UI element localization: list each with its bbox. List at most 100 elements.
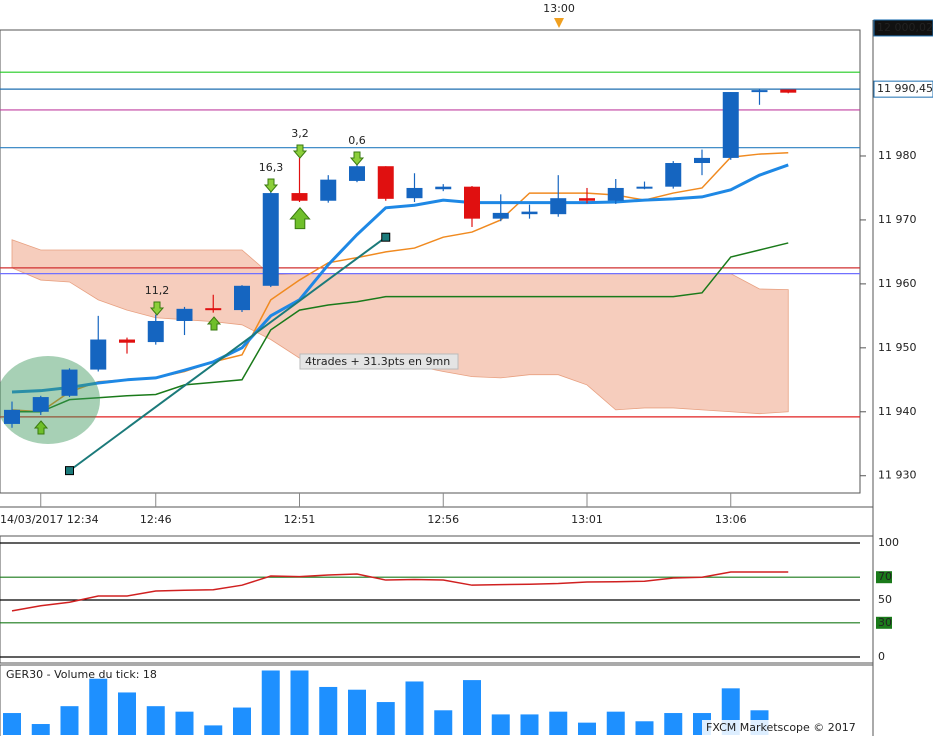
rsi-tick-label: 0 bbox=[878, 650, 885, 663]
candle-body bbox=[492, 212, 509, 219]
x-tick-label: 14/03/2017 12:34 bbox=[0, 513, 99, 526]
buy-arrow bbox=[289, 207, 311, 230]
volume-bar bbox=[635, 721, 654, 735]
y-tick-label: 11 950 bbox=[878, 341, 917, 354]
highlight bbox=[0, 356, 100, 444]
candle-body bbox=[751, 90, 768, 93]
annotation: 3,2 bbox=[291, 127, 309, 140]
volume-bar bbox=[463, 680, 481, 735]
candle-body bbox=[636, 186, 653, 189]
volume-title: GER30 - Volume du tick: 18 bbox=[6, 668, 157, 681]
price-tag-label: 11 990,45 bbox=[877, 82, 933, 95]
volume-bar bbox=[549, 711, 568, 735]
volume-bar bbox=[405, 681, 424, 735]
candle-body bbox=[176, 308, 193, 321]
cursor-label: 13:00 bbox=[543, 2, 575, 15]
candle-body bbox=[579, 198, 595, 201]
candle-body bbox=[119, 339, 135, 343]
y-tick-label: 11 970 bbox=[878, 213, 917, 226]
rsi-tick-label: 70 bbox=[878, 570, 892, 583]
candle-body bbox=[349, 166, 365, 181]
candle-body bbox=[90, 339, 107, 370]
candle-body bbox=[665, 163, 682, 187]
buy-arrow bbox=[206, 316, 222, 331]
candle-body bbox=[694, 157, 710, 164]
trendline bbox=[68, 236, 387, 472]
y-tick-label: 11 960 bbox=[878, 277, 917, 290]
candle-body bbox=[780, 89, 797, 93]
buy-arrow bbox=[33, 420, 49, 435]
volume-bar bbox=[520, 714, 539, 735]
price-tag bbox=[873, 19, 933, 37]
annotation: 16,3 bbox=[259, 161, 284, 174]
volume-bar bbox=[261, 670, 280, 735]
signal-arrow bbox=[263, 178, 279, 193]
volume-bar bbox=[204, 725, 223, 735]
rsi-tick-bg bbox=[876, 616, 892, 629]
volume-bar bbox=[578, 722, 596, 735]
volume-bar bbox=[233, 707, 251, 735]
x-tick-label: 13:06 bbox=[715, 513, 747, 526]
volume-bar bbox=[118, 692, 136, 735]
signal-arrow bbox=[292, 144, 308, 159]
volume-bar bbox=[348, 689, 366, 735]
candle-body bbox=[234, 285, 250, 311]
volume-bar bbox=[31, 724, 50, 735]
rsi-line bbox=[11, 571, 789, 612]
volume-bar bbox=[491, 714, 510, 735]
annotation: 0,6 bbox=[348, 134, 366, 147]
note-box bbox=[299, 353, 459, 370]
candle-body bbox=[147, 320, 164, 343]
cloud bbox=[11, 239, 789, 415]
trade-note: 4trades + 31.3pts en 9mn bbox=[305, 355, 450, 368]
rsi-tick-label: 50 bbox=[878, 593, 892, 606]
volume-bar bbox=[664, 713, 683, 735]
signal-arrow bbox=[149, 301, 165, 316]
price-tag bbox=[873, 80, 933, 98]
annotation: 11,2 bbox=[145, 284, 170, 297]
volume-bar bbox=[60, 706, 79, 735]
volume-bar bbox=[319, 686, 338, 735]
candle-body bbox=[607, 187, 624, 201]
volume-bar bbox=[146, 706, 165, 735]
candle-body bbox=[521, 211, 538, 215]
candle-body bbox=[406, 187, 423, 199]
candle-body bbox=[61, 369, 78, 396]
volume-bar bbox=[89, 678, 108, 735]
indicator-line bbox=[11, 163, 789, 394]
candle-body bbox=[262, 193, 279, 286]
candle-body bbox=[464, 186, 480, 219]
cursor-marker bbox=[554, 18, 564, 28]
volume-bar bbox=[290, 670, 309, 735]
copyright: FXCM Marketscope © 2017 bbox=[706, 721, 856, 734]
candle-body bbox=[550, 198, 567, 215]
price-tag-label: 12 000,02 bbox=[877, 21, 933, 34]
candle-body bbox=[205, 308, 222, 311]
candle-body bbox=[435, 186, 452, 190]
volume-bar bbox=[376, 702, 395, 735]
x-tick-label: 12:56 bbox=[427, 513, 459, 526]
volume-bar bbox=[606, 711, 625, 735]
y-tick-label: 11 930 bbox=[878, 469, 917, 482]
y-tick-label: 11 980 bbox=[878, 149, 917, 162]
rsi-tick-label: 100 bbox=[878, 536, 899, 549]
candle-body bbox=[4, 409, 20, 424]
candle-body bbox=[377, 166, 394, 199]
volume-bar bbox=[434, 710, 453, 735]
y-tick-label: 11 940 bbox=[878, 405, 917, 418]
candle-body bbox=[320, 179, 337, 201]
x-tick-label: 12:51 bbox=[284, 513, 316, 526]
signal-arrow bbox=[349, 151, 365, 166]
trendline-handle bbox=[381, 232, 391, 242]
candle-body bbox=[722, 92, 739, 158]
rsi-tick-bg bbox=[876, 571, 892, 584]
volume-bar bbox=[3, 713, 21, 735]
trendline-handle bbox=[65, 466, 74, 476]
indicator-line bbox=[12, 242, 789, 413]
x-tick-label: 12:46 bbox=[140, 513, 172, 526]
x-tick-label: 13:01 bbox=[571, 513, 603, 526]
copyright-bg bbox=[702, 720, 867, 735]
candle-body bbox=[291, 193, 308, 201]
candle-body bbox=[32, 397, 49, 412]
